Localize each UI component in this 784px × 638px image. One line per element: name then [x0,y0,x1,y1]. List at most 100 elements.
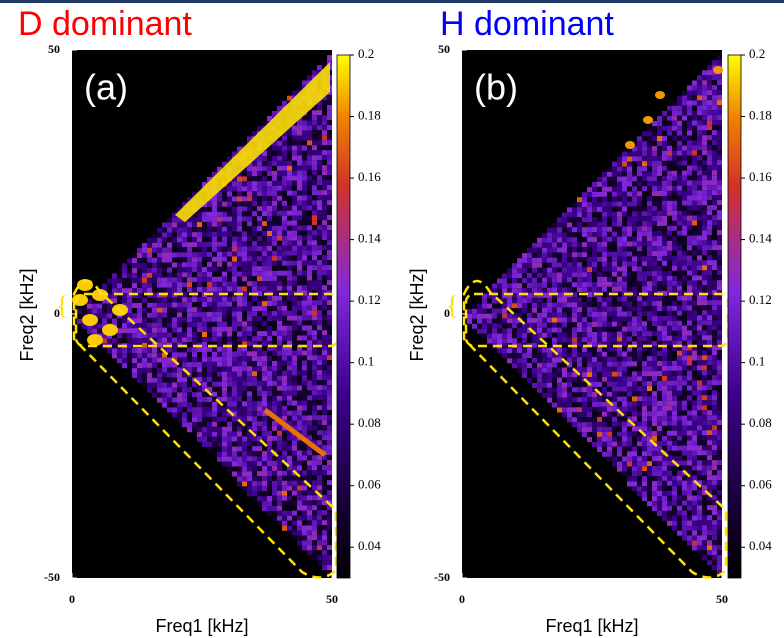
heatmap-cell [547,322,552,328]
heatmap-cell [217,286,222,292]
heatmap-cell [147,352,152,358]
heatmap-cell [277,500,282,506]
heatmap-cell [557,252,562,258]
heatmap-cell [677,120,682,126]
heatmap-cell [687,270,692,276]
heatmap-cell [192,332,197,338]
heatmap-cell [602,351,607,357]
heatmap-cell [132,263,137,269]
heatmap-cell [297,135,302,141]
heatmap-cell [667,425,672,431]
heatmap-cell [527,378,532,383]
heatmap-cell [652,346,657,352]
heatmap-cell [77,318,82,324]
heatmap-cell [607,451,612,457]
heatmap-cell [532,352,537,358]
heatmap-cell [162,332,167,338]
heatmap-cell [312,420,317,426]
heatmap-cell [192,362,197,368]
heatmap-cell [247,386,252,392]
heatmap-cell [687,260,692,266]
heatmap-cell [662,275,667,281]
heatmap-cell [287,270,292,276]
heatmap-cell [652,241,657,247]
heatmap-cell [252,221,257,227]
heatmap-cell [622,371,627,377]
heatmap-cell [142,357,147,363]
heatmap-cell [682,370,687,376]
heatmap-cell [327,110,332,116]
heatmap-cell [687,140,692,146]
heatmap-cell [282,410,287,416]
heatmap-cell [282,165,287,171]
heatmap-cell [662,200,667,206]
heatmap-cell [267,281,272,286]
heatmap-cell [207,246,212,252]
heatmap-cell [592,237,597,242]
heatmap-cell [302,465,307,471]
heatmap-cell [187,232,192,238]
heatmap-cell [207,226,212,232]
heatmap-cell [672,245,677,251]
heatmap-cell [682,480,687,486]
heatmap-cell [247,181,252,187]
heatmap-cell [242,271,247,277]
heatmap-cell [662,240,667,246]
heatmap-cell [677,190,682,196]
heatmap-cell [317,475,322,481]
heatmap-cell [687,105,692,111]
heatmap-cell [257,501,262,507]
heatmap-cell [312,435,317,441]
heatmap-cell [297,285,302,291]
heatmap-cell [252,191,257,197]
heatmap-cell [567,297,572,303]
heatmap-cell [542,377,547,383]
heatmap-cell [662,380,667,386]
heatmap-cell [242,441,247,447]
heatmap-cell [642,361,647,367]
heatmap-cell [682,505,687,511]
heatmap-cell [257,356,262,362]
heatmap-cell [602,446,607,452]
heatmap-cell [197,317,202,323]
heatmap-cell [567,207,572,213]
heatmap-cell [187,402,192,408]
heatmap-cell [667,200,672,206]
heatmap-cell [262,361,267,367]
heatmap-cell [592,417,597,422]
heatmap-cell [292,530,297,536]
heatmap-cell [222,236,227,242]
heatmap-cell [297,505,302,511]
heatmap-cell [612,241,617,247]
heatmap-cell [322,265,327,271]
heatmap-cell [297,480,302,486]
heatmap-cell [222,331,227,337]
heatmap-cell [617,401,622,407]
heatmap-cell [302,500,307,506]
heatmap-cell [97,298,102,304]
heatmap-cell [327,95,332,101]
heatmap-cell [317,350,322,356]
heatmap-cell [162,327,167,333]
heatmap-cell [212,211,217,217]
heatmap-cell [192,407,197,413]
heatmap-cell [517,258,522,264]
heatmap-cell [292,380,297,386]
heatmap-cell [137,288,142,293]
heatmap-cell [282,515,287,521]
heatmap-cell [147,292,152,298]
heatmap-cell [267,351,272,356]
heatmap-cell [197,237,202,243]
heatmap-cell [597,246,602,252]
heatmap-cell [692,415,697,421]
heatmap-cell [607,361,612,367]
heatmap-cell [667,195,672,201]
heatmap-cell [637,241,642,247]
heatmap-cell [252,271,257,277]
heatmap-cell [152,382,157,388]
heatmap-cell [687,425,692,431]
heatmap-cell [282,505,287,511]
heatmap-cell [287,390,292,396]
heatmap-cell [667,325,672,331]
heatmap-cell [202,302,207,307]
